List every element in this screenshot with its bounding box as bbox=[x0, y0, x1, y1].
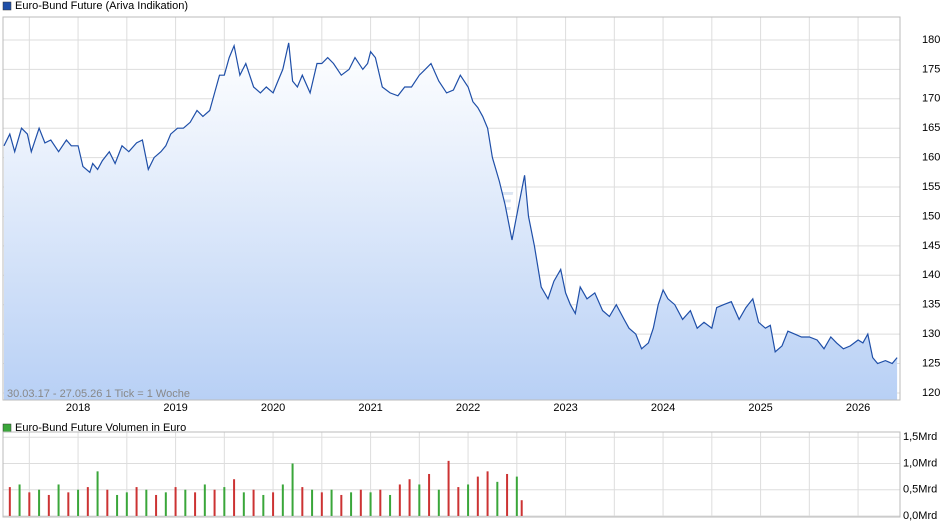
y-tick-label: 1,0Mrd bbox=[903, 457, 937, 469]
y-tick-label: 160 bbox=[922, 152, 940, 164]
y-tick-label: 170 bbox=[922, 93, 940, 105]
volume-bar bbox=[369, 492, 372, 516]
volume-bar bbox=[262, 494, 265, 516]
volume-bar bbox=[486, 471, 489, 516]
volume-bar bbox=[67, 492, 70, 516]
volume-bar bbox=[437, 489, 440, 516]
volume-bar bbox=[184, 489, 187, 516]
y-tick-label: 150 bbox=[922, 210, 940, 222]
volume-bar bbox=[301, 487, 304, 516]
x-tick-label: 2025 bbox=[748, 402, 772, 414]
volume-bar bbox=[515, 476, 518, 516]
x-tick-label: 2018 bbox=[66, 402, 90, 414]
volume-bar bbox=[496, 481, 499, 516]
y-tick-label: 165 bbox=[922, 122, 940, 134]
volume-bar bbox=[18, 484, 21, 516]
volume-bar bbox=[125, 492, 128, 516]
volume-bar bbox=[272, 492, 275, 516]
volume-bar bbox=[233, 479, 236, 516]
volume-bar bbox=[155, 494, 158, 516]
volume-bar bbox=[174, 487, 177, 516]
x-tick-label: 2024 bbox=[651, 402, 675, 414]
y-tick-label: 175 bbox=[922, 63, 940, 75]
y-tick-label: 140 bbox=[922, 269, 940, 281]
volume-bar bbox=[340, 494, 343, 516]
legend-label: Euro-Bund Future (Ariva Indikation) bbox=[15, 0, 188, 12]
volume-bar bbox=[203, 484, 206, 516]
y-tick-label: 0,0Mrd bbox=[903, 510, 937, 522]
volume-bar bbox=[398, 484, 401, 516]
volume-bar bbox=[213, 489, 216, 516]
volume-bar bbox=[389, 494, 392, 516]
volume-bar bbox=[418, 484, 421, 516]
volume-bar bbox=[252, 489, 255, 516]
volume-bar bbox=[447, 460, 450, 516]
plot-border bbox=[2, 16, 901, 401]
plot-frame bbox=[2, 431, 901, 518]
date-range: 30.03.17 - 27.05.26 1 Tick = 1 Woche bbox=[7, 388, 190, 400]
x-tick-label: 2026 bbox=[846, 402, 870, 414]
volume-bar bbox=[77, 489, 80, 516]
volume-bar bbox=[506, 473, 509, 516]
y-tick-label: 130 bbox=[922, 328, 940, 340]
volume-bar bbox=[116, 494, 119, 516]
volume-bar bbox=[106, 489, 109, 516]
price-line bbox=[3, 42, 898, 365]
volume-bar bbox=[38, 489, 41, 516]
volume-bar bbox=[135, 487, 138, 516]
volume-bar bbox=[28, 492, 31, 516]
volume-bar bbox=[330, 489, 333, 516]
volume-bar bbox=[96, 471, 99, 516]
area-fill bbox=[4, 42, 898, 401]
volume-bar bbox=[520, 500, 523, 516]
volume-bar bbox=[311, 489, 314, 516]
y-tick-label: 135 bbox=[922, 299, 940, 311]
y-tick-label: 1,5Mrd bbox=[903, 431, 937, 443]
y-tick-label: 0,5Mrd bbox=[903, 484, 937, 496]
plot-border bbox=[2, 431, 901, 518]
volume-bar bbox=[194, 492, 197, 516]
volume-bar bbox=[57, 484, 60, 516]
volume-bar bbox=[476, 476, 479, 516]
volume-bar bbox=[320, 492, 323, 516]
volume-bar bbox=[350, 492, 353, 516]
volume-bar bbox=[359, 489, 362, 516]
volume-bar bbox=[47, 494, 50, 516]
volume-bar bbox=[428, 473, 431, 516]
y-tick-label: 180 bbox=[922, 34, 940, 46]
volume-bar bbox=[86, 487, 89, 516]
volume-bar bbox=[457, 487, 460, 516]
legend-label: Euro-Bund Future Volumen in Euro bbox=[15, 422, 186, 434]
volume-bar bbox=[281, 484, 284, 516]
volume-bar bbox=[408, 479, 411, 516]
x-tick-label: 2023 bbox=[553, 402, 577, 414]
volume-bar bbox=[223, 487, 226, 516]
volume-bar bbox=[467, 484, 470, 516]
x-tick-label: 2021 bbox=[358, 402, 382, 414]
y-tick-label: 125 bbox=[922, 357, 940, 369]
x-tick-label: 2020 bbox=[261, 402, 285, 414]
legend-swatch bbox=[2, 1, 12, 11]
volume-bar bbox=[164, 492, 167, 516]
legend-swatch bbox=[2, 423, 12, 433]
y-tick-label: 120 bbox=[922, 387, 940, 399]
volume-bar bbox=[379, 489, 382, 516]
x-tick-label: 2022 bbox=[456, 402, 480, 414]
volume-bar bbox=[242, 492, 245, 516]
volume-bar bbox=[291, 463, 294, 516]
x-tick-label: 2019 bbox=[163, 402, 187, 414]
volume-bar bbox=[8, 487, 11, 516]
y-tick-label: 155 bbox=[922, 181, 940, 193]
y-tick-label: 145 bbox=[922, 240, 940, 252]
volume-bar bbox=[145, 489, 148, 516]
